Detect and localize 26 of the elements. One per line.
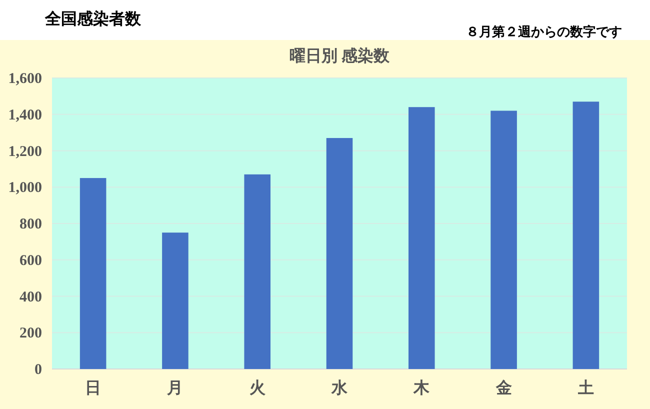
chart-title: 曜日別 感染数 [290,47,390,65]
x-tick-label: 金 [494,379,512,397]
text: ８月第２週からの数字です [466,24,622,39]
text: 全国感染者数 [44,10,142,28]
y-tick-label: 200 [20,326,42,342]
bar [244,174,270,369]
bar [408,107,435,369]
y-tick-label: 1,000 [8,180,42,196]
bar [490,110,517,369]
y-tick-label: 800 [20,216,42,232]
bar [162,232,188,369]
bar [326,138,353,369]
x-tick-label: 火 [249,379,266,397]
y-tick-label: 1,400 [8,107,42,124]
y-tick-label: 600 [20,252,42,269]
y-tick-label: 1,600 [8,71,42,87]
y-tick-label: 0 [34,362,42,378]
bar [80,178,106,369]
x-tick-label: 土 [576,379,594,397]
x-tick-label: 月 [166,380,184,397]
x-tick-label: 水 [330,379,348,397]
x-tick-label: 日 [85,380,102,397]
y-tick-label: 400 [20,289,42,306]
y-tick-label: 1,200 [8,144,42,160]
bar [572,102,600,369]
x-tick-label: 木 [412,379,431,397]
